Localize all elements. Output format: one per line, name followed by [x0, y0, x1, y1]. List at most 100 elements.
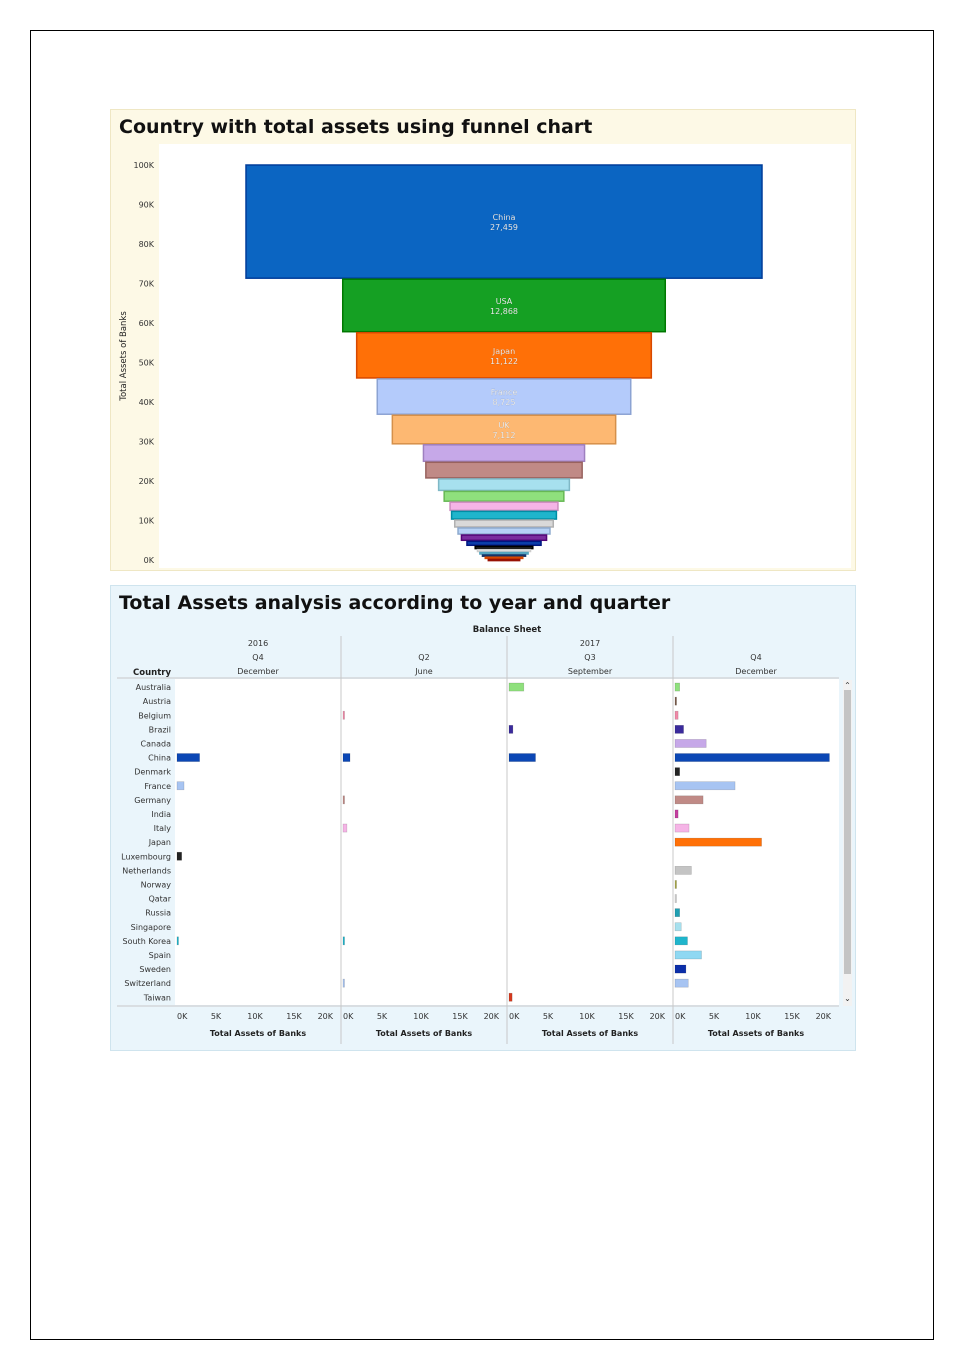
funnel-stage-segment-11[interactable] [453, 519, 555, 528]
x-tick-label: 20K [318, 1012, 334, 1021]
bar-germany-q4-3[interactable] [674, 795, 704, 805]
country-label: Australia [136, 683, 171, 692]
funnel-stage-segment-9[interactable] [449, 501, 559, 512]
funnel-y-axis-label: Total Assets of Banks [119, 311, 129, 402]
x-tick-label: 20K [650, 1012, 666, 1021]
funnel-y-tick: 10K [139, 517, 155, 526]
country-label: Japan [148, 838, 171, 847]
funnel-stage-segment-7[interactable] [437, 478, 571, 492]
bar-switzerland-q4-3[interactable] [674, 978, 689, 988]
funnel-stage-france[interactable] [376, 378, 632, 415]
bar-france-q4-3[interactable] [674, 781, 736, 791]
x-tick-label: 20K [484, 1012, 500, 1021]
funnel-stage-segment-5[interactable] [422, 444, 586, 463]
funnel-stage-segment-15[interactable] [474, 545, 534, 550]
funnel-stage-value: 27,459 [490, 223, 518, 232]
x-tick-label: 20K [816, 1012, 832, 1021]
x-tick-label: 5K [211, 1012, 222, 1021]
bar-luxembourg-q4-0[interactable] [176, 851, 182, 861]
country-label: Russia [145, 909, 171, 918]
x-tick-label: 0K [675, 1012, 686, 1021]
month-header: June [414, 667, 433, 676]
funnel-stage-value: 12,868 [490, 307, 518, 316]
funnel-stage-segment-20[interactable] [487, 558, 521, 562]
bar-italy-q2-1[interactable] [342, 823, 348, 833]
bar-belgium-q4-3[interactable] [674, 710, 679, 720]
bar-taiwan-q3-2[interactable] [508, 992, 513, 1002]
x-tick-label: 5K [377, 1012, 388, 1021]
bar-india-q4-3[interactable] [674, 809, 679, 819]
funnel-stage-segment-13[interactable] [460, 534, 548, 542]
bar-china-q2-1[interactable] [342, 753, 351, 762]
funnel-stage-usa[interactable] [341, 278, 667, 333]
country-label: Brazil [149, 725, 171, 734]
bar-china-q3-2[interactable] [508, 753, 536, 762]
bar-south-korea-q4-3[interactable] [674, 936, 688, 946]
funnel-y-tick: 40K [139, 398, 155, 407]
x-axis-label: Total Assets of Banks [708, 1029, 804, 1038]
funnel-stage-segment-6[interactable] [425, 461, 583, 479]
quarter-header: Q3 [584, 653, 595, 662]
quarter-header: Q4 [252, 653, 263, 662]
funnel-stage-segment-10[interactable] [450, 510, 558, 520]
bar-italy-q4-3[interactable] [674, 823, 690, 833]
scrollbar-thumb[interactable] [844, 690, 851, 974]
bar-switzerland-q2-1[interactable] [342, 978, 345, 988]
funnel-stage-label: USA [496, 297, 513, 306]
funnel-stage-segment-12[interactable] [457, 527, 551, 535]
bar-germany-q2-1[interactable] [342, 795, 345, 805]
funnel-stage-japan[interactable] [355, 331, 653, 379]
bar-singapore-q4-3[interactable] [674, 922, 682, 932]
x-tick-label: 15K [784, 1012, 800, 1021]
country-label: Sweden [139, 965, 171, 974]
funnel-chart-title: Country with total assets using funnel c… [119, 116, 593, 138]
x-tick-label: 0K [509, 1012, 520, 1021]
vertical-scrollbar[interactable]: ⌃ ⌄ [843, 680, 852, 1006]
quarter-bar-chart: Balance Sheet Country 2016 Q4 December Q2 Ju… [117, 625, 852, 1044]
funnel-stage-china[interactable] [245, 164, 763, 279]
scroll-down-icon[interactable]: ⌄ [844, 994, 851, 1003]
bar-south-korea-q4-0[interactable] [176, 936, 179, 946]
scroll-up-icon[interactable]: ⌃ [844, 681, 851, 690]
country-label: Switzerland [124, 979, 171, 988]
country-label: Germany [134, 796, 171, 805]
country-label: Taiwan [143, 993, 171, 1002]
bar-austria-q4-3[interactable] [674, 696, 677, 706]
bar-japan-q4-3[interactable] [674, 837, 762, 847]
bar-russia-q4-3[interactable] [674, 908, 680, 918]
funnel-stage-value: 11,122 [490, 357, 518, 366]
bar-brazil-q4-3[interactable] [674, 725, 684, 734]
x-axis-label: Total Assets of Banks [376, 1029, 472, 1038]
x-tick-label: 5K [709, 1012, 720, 1021]
funnel-stage-segment-18[interactable] [481, 554, 527, 557]
funnel-stage-uk[interactable] [391, 414, 617, 445]
year-header: 2017 [580, 639, 600, 648]
bar-chart-title: Total Assets analysis according to year … [119, 592, 671, 614]
bar-south-korea-q2-1[interactable] [342, 936, 345, 946]
bar-china-q4-3[interactable] [674, 753, 830, 762]
funnel-stage-value: 7,112 [493, 431, 516, 440]
country-label: Denmark [134, 768, 171, 777]
bar-qatar-q4-3[interactable] [674, 894, 677, 903]
bar-australia-q4-3[interactable] [674, 682, 680, 692]
funnel-stage-segment-16[interactable] [476, 548, 532, 553]
funnel-y-tick: 70K [139, 280, 155, 289]
bar-canada-q4-3[interactable] [674, 739, 707, 748]
country-label: Singapore [131, 923, 171, 932]
bar-china-q4-0[interactable] [176, 753, 200, 762]
bar-spain-q4-3[interactable] [674, 950, 702, 960]
bar-belgium-q2-1[interactable] [342, 710, 345, 720]
bar-denmark-q4-3[interactable] [674, 767, 680, 777]
bar-australia-q3-2[interactable] [508, 682, 525, 692]
funnel-y-tick: 50K [139, 359, 155, 368]
funnel-stage-segment-19[interactable] [484, 556, 524, 560]
bar-brazil-q3-2[interactable] [508, 725, 514, 734]
bar-france-q4-0[interactable] [176, 781, 185, 791]
month-header: December [735, 667, 777, 676]
funnel-stage-segment-17[interactable] [479, 551, 529, 555]
bar-norway-q4-3[interactable] [674, 880, 677, 889]
funnel-stage-segment-8[interactable] [443, 490, 565, 502]
bar-sweden-q4-3[interactable] [674, 964, 687, 974]
bar-netherlands-q4-3[interactable] [674, 865, 692, 875]
funnel-stage-segment-14[interactable] [466, 540, 542, 547]
